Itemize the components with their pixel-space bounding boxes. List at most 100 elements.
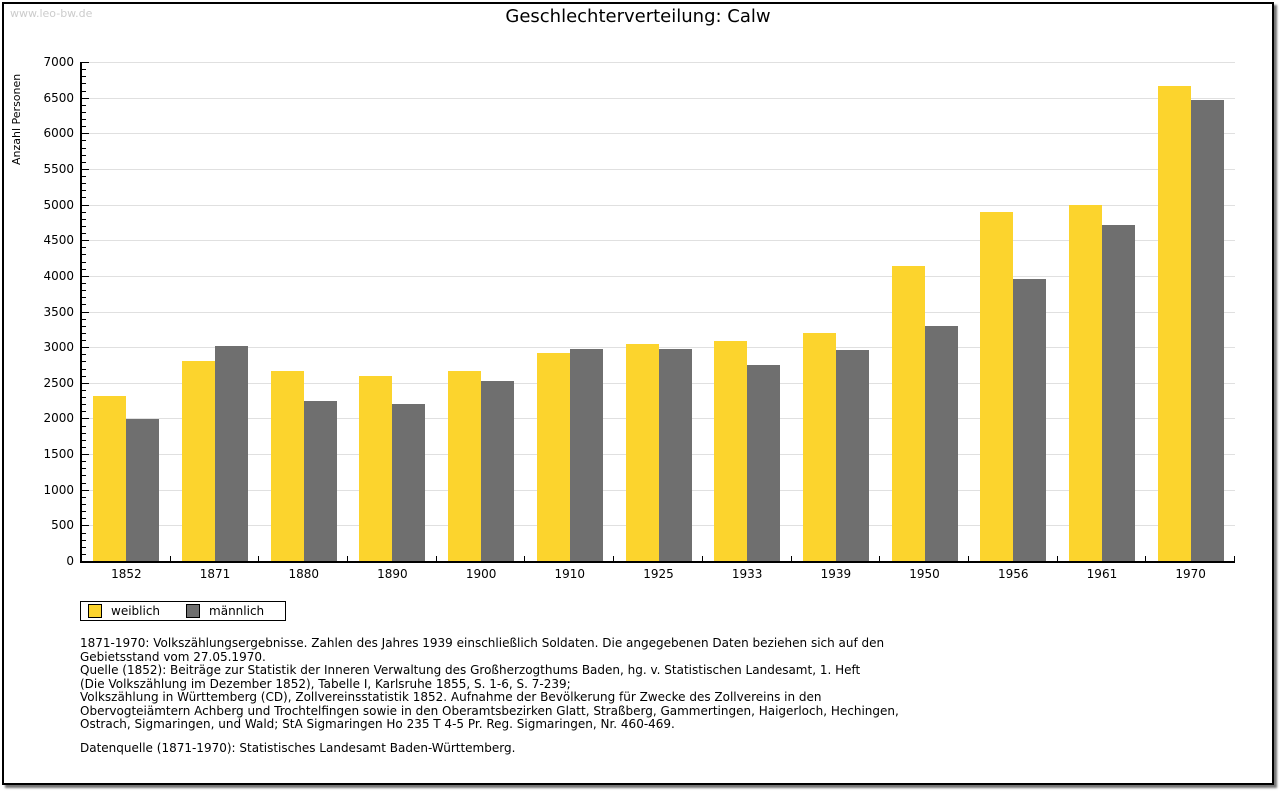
y-minor-tick (82, 83, 86, 85)
y-minor-tick (82, 446, 86, 448)
x-boundary-tick (967, 556, 969, 561)
y-tick-label: 1500 (43, 447, 74, 462)
y-minor-tick (82, 425, 86, 427)
y-minor-tick (82, 546, 86, 548)
x-tick-label: 1925 (643, 567, 674, 581)
bar-männlich-1961 (1101, 224, 1135, 561)
gridline (82, 204, 1235, 206)
bar-männlich-1970 (1190, 99, 1224, 561)
y-minor-tick (82, 69, 86, 71)
x-boundary-tick (1056, 556, 1058, 561)
bar-männlich-1939 (835, 350, 869, 561)
y-tick-label: 5500 (43, 161, 74, 176)
y-minor-tick (82, 553, 86, 555)
gridline (82, 97, 1235, 99)
x-boundary-tick (435, 556, 437, 561)
y-major-tick (82, 347, 89, 349)
x-boundary-tick (1145, 556, 1147, 561)
y-minor-tick (82, 190, 86, 192)
x-tick-label: 1956 (997, 567, 1029, 581)
bar-männlich-1871 (215, 345, 249, 561)
y-major-tick (82, 454, 89, 456)
y-major-tick (82, 240, 89, 242)
y-minor-tick (82, 496, 86, 498)
bar-weiblich-1925 (625, 344, 659, 561)
y-minor-tick (82, 76, 86, 78)
footnote-line: Quelle (1852): Beiträge zur Statistik de… (80, 663, 861, 677)
bar-weiblich-1950 (891, 265, 925, 561)
x-tick-label: 1852 (111, 567, 142, 581)
y-minor-tick (82, 539, 86, 541)
y-minor-tick (82, 389, 86, 391)
gridline (82, 275, 1235, 277)
y-minor-tick (82, 332, 86, 334)
y-minor-tick (82, 283, 86, 284)
y-minor-tick (82, 340, 86, 342)
bar-weiblich-1880 (270, 371, 304, 561)
y-minor-tick (82, 225, 86, 227)
y-major-tick (82, 311, 89, 313)
x-boundary-tick (169, 556, 171, 561)
x-tick-label: 1939 (820, 567, 852, 581)
y-minor-tick (82, 361, 86, 363)
bar-weiblich-1970 (1157, 86, 1191, 561)
y-minor-tick (82, 375, 86, 377)
footnote-line: Volkszählung in Württemberg (CD), Zollve… (80, 690, 822, 704)
y-tick-label: 0 (66, 554, 74, 568)
bar-männlich-1900 (481, 381, 515, 561)
y-minor-tick (82, 161, 86, 163)
y-minor-tick (82, 261, 86, 263)
y-minor-tick (82, 111, 86, 113)
y-minor-tick (82, 247, 86, 249)
gridline (82, 311, 1235, 313)
bar-männlich-1956 (1013, 279, 1047, 561)
y-major-tick (82, 97, 89, 99)
bar-weiblich-1939 (802, 332, 836, 561)
legend-swatch-weiblich (88, 604, 102, 618)
y-minor-tick (82, 461, 86, 463)
gridline (82, 347, 1235, 349)
y-tick-label: 500 (51, 518, 74, 533)
y-major-tick (82, 168, 89, 170)
y-minor-tick (82, 368, 86, 370)
y-minor-tick (82, 197, 86, 199)
bar-männlich-1933 (747, 364, 781, 561)
y-tick-label: 2000 (43, 411, 74, 426)
y-minor-tick (82, 297, 86, 299)
bar-weiblich-1933 (714, 341, 748, 561)
y-minor-tick (82, 90, 86, 92)
y-minor-tick (82, 354, 86, 356)
bar-männlich-1925 (658, 349, 692, 561)
y-minor-tick (82, 468, 86, 470)
y-minor-tick (82, 439, 86, 441)
y-minor-tick (82, 140, 86, 142)
y-minor-tick (82, 475, 86, 477)
gridline (82, 133, 1235, 135)
y-minor-tick (82, 233, 86, 235)
y-axis-title: Anzahl Personen (10, 73, 23, 165)
y-major-tick (82, 62, 89, 63)
legend-item: weiblich (88, 604, 160, 618)
footnote-line: 1871-1970: Volkszählungsergebnisse. Zahl… (80, 636, 885, 650)
gridline (82, 240, 1235, 242)
y-major-tick (82, 382, 89, 384)
y-minor-tick (82, 325, 86, 327)
x-tick-label: 1961 (1086, 567, 1118, 581)
bar-männlich-1910 (569, 349, 603, 561)
x-tick-label: 1970 (1175, 567, 1206, 581)
x-axis-labels: 1852 1871 1880 1890 1900 1910 1925 1933 1939 1950… (82, 567, 1235, 583)
x-tick-label: 1950 (909, 567, 940, 581)
bar-weiblich-1956 (980, 211, 1014, 561)
footnotes: 1871-1970: Volkszählungsergebnisse. Zahl… (80, 636, 1230, 732)
bar-männlich-1890 (392, 404, 426, 561)
x-boundary-tick (790, 556, 792, 561)
y-minor-tick (82, 126, 86, 128)
x-tick-label: 1900 (465, 567, 497, 581)
bar-weiblich-1890 (359, 376, 393, 561)
legend: weiblich männlich (80, 601, 286, 621)
bar-weiblich-1852 (93, 395, 127, 561)
y-tick-label: 6000 (43, 126, 74, 141)
x-tick-label: 1933 (731, 567, 763, 581)
y-tick-label: 7000 (43, 55, 74, 69)
